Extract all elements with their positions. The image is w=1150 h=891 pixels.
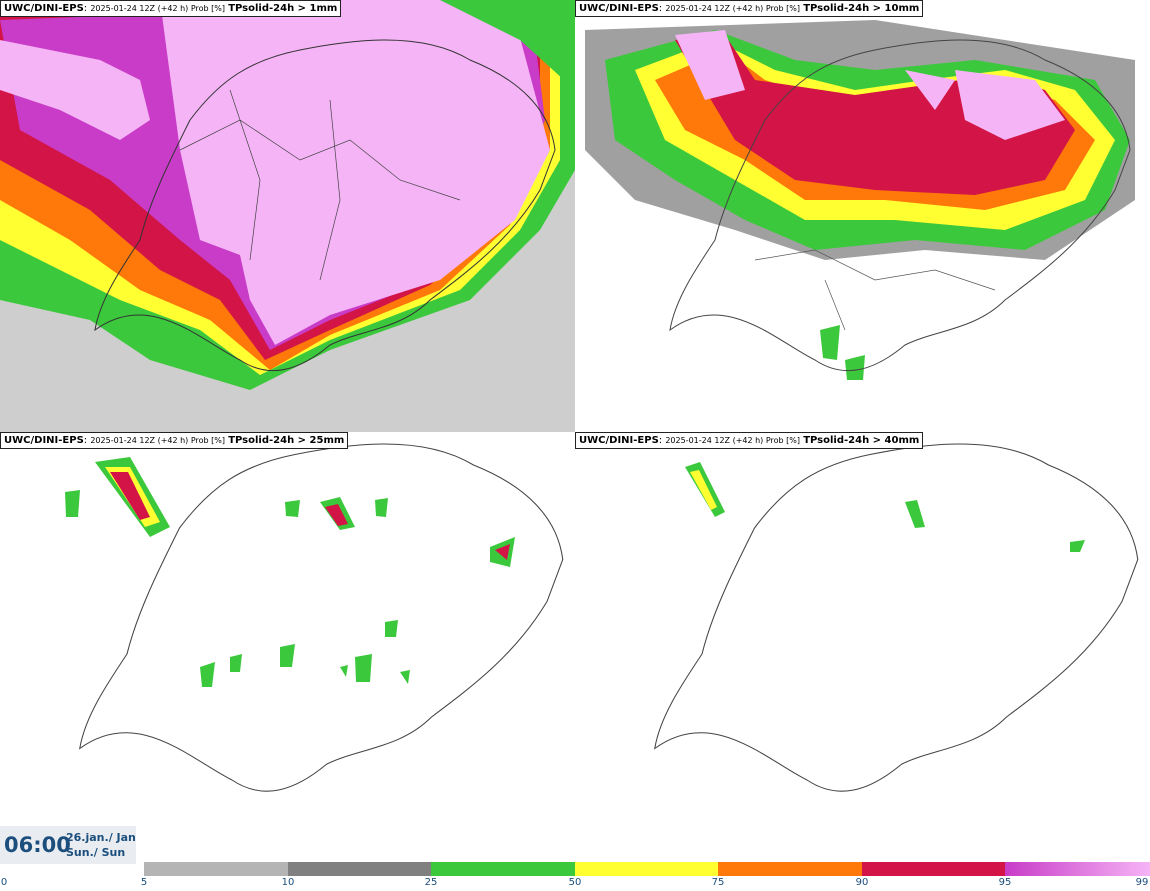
map-panel-25mm: UWC/DINI-EPS: 2025-01-24 12Z (+42 h) Pro…	[0, 432, 575, 864]
map-40mm	[575, 432, 1150, 864]
colorbar-tick: 50	[568, 877, 582, 888]
probability-colorbar	[144, 862, 1150, 876]
valid-time-box: 06:00 26.jan./ Jan Sun./ Sun	[0, 826, 136, 864]
colorbar-seg-75-90	[718, 862, 862, 876]
colorbar-seg-25-50	[431, 862, 575, 876]
valid-time: 06:00	[4, 833, 71, 857]
colorbar-tick: 5	[140, 877, 148, 888]
colorbar-tick: 95	[998, 877, 1012, 888]
colorbar-tick: 25	[424, 877, 438, 888]
panel-title: UWC/DINI-EPS: 2025-01-24 12Z (+42 h) Pro…	[0, 0, 342, 17]
map-1mm	[0, 0, 575, 432]
panel-title: UWC/DINI-EPS: 2025-01-24 12Z (+42 h) Pro…	[0, 432, 349, 449]
map-panel-10mm: UWC/DINI-EPS: 2025-01-24 12Z (+42 h) Pro…	[575, 0, 1150, 432]
colorbar-tick: 90	[855, 877, 869, 888]
colorbar-tick: 0	[0, 877, 8, 888]
map-25mm	[0, 432, 575, 864]
colorbar-seg-5-10	[144, 862, 288, 876]
valid-date: 26.jan./ Jan	[66, 831, 136, 844]
valid-weekday: Sun./ Sun	[66, 846, 126, 859]
map-10mm	[575, 0, 1150, 432]
colorbar-tick: 99	[1135, 877, 1149, 888]
panel-title: UWC/DINI-EPS: 2025-01-24 12Z (+42 h) Pro…	[575, 0, 924, 17]
map-panel-40mm: UWC/DINI-EPS: 2025-01-24 12Z (+42 h) Pro…	[575, 432, 1150, 864]
panel-title: UWC/DINI-EPS: 2025-01-24 12Z (+42 h) Pro…	[575, 432, 924, 449]
map-panel-1mm: UWC/DINI-EPS: 2025-01-24 12Z (+42 h) Pro…	[0, 0, 575, 432]
colorbar-seg-95-99	[1005, 862, 1150, 876]
colorbar-seg-90-95	[862, 862, 1005, 876]
colorbar-tick: 75	[711, 877, 725, 888]
colorbar-seg-50-75	[575, 862, 718, 876]
colorbar-tick: 10	[281, 877, 295, 888]
colorbar-seg-10-25	[288, 862, 431, 876]
